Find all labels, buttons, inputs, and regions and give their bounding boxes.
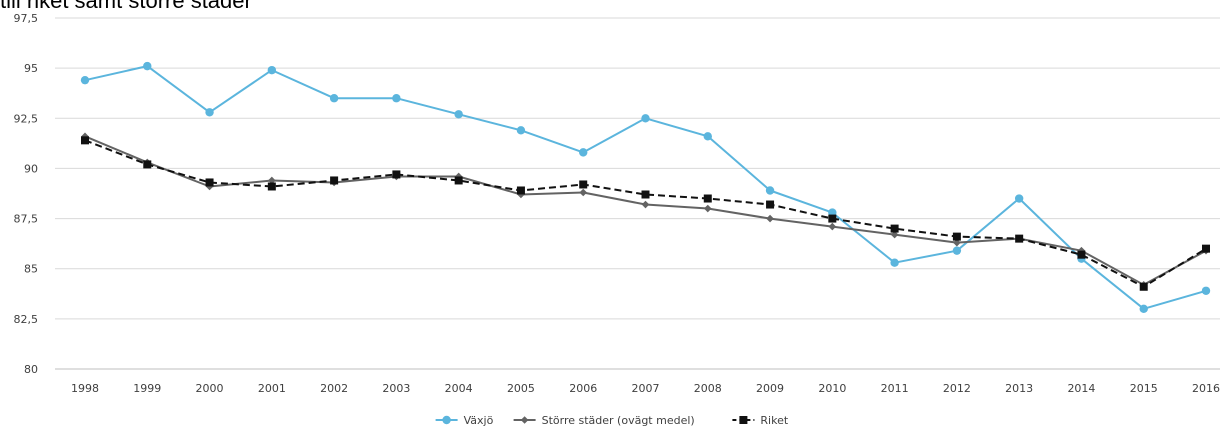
x-tick-label: 2010 xyxy=(818,382,846,395)
data-point xyxy=(703,194,712,203)
axes: 80 82,5 85 87,5 90 92,5 95 97,5 1998 1999 2000 2001… xyxy=(14,12,1220,395)
data-point xyxy=(1139,282,1148,291)
data-point xyxy=(890,230,899,239)
data-point xyxy=(442,415,451,425)
legend-item: Riket xyxy=(732,414,789,427)
y-tick-label: 85 xyxy=(24,263,38,276)
data-point xyxy=(454,172,463,181)
data-point xyxy=(1015,234,1024,243)
x-tick-label: 2015 xyxy=(1130,382,1158,395)
data-point xyxy=(952,232,961,241)
data-point xyxy=(641,114,650,123)
y-tick-label: 90 xyxy=(24,162,38,175)
y-tick-label: 80 xyxy=(24,363,38,376)
data-point xyxy=(267,65,277,75)
gridlines xyxy=(55,17,1220,320)
y-tick-label: 82,5 xyxy=(14,313,39,326)
data-point xyxy=(1201,286,1211,295)
data-point xyxy=(579,148,588,157)
data-point xyxy=(81,136,89,145)
legend-item: Växjö xyxy=(435,414,494,427)
legend-label: Växjö xyxy=(464,414,494,427)
data-point xyxy=(1014,194,1024,203)
series-markers xyxy=(80,61,1211,314)
data-point xyxy=(703,132,712,141)
data-point xyxy=(329,94,339,103)
data-point xyxy=(952,246,962,255)
data-point xyxy=(330,176,339,185)
data-point xyxy=(890,258,899,267)
data-point xyxy=(703,204,712,213)
chart-title: till riket samt större städer xyxy=(0,0,252,13)
legend-label: Större städer (ovägt medel) xyxy=(542,414,695,427)
data-point xyxy=(516,186,525,195)
x-tick-label: 2012 xyxy=(943,382,971,395)
data-point xyxy=(953,238,961,247)
data-point xyxy=(1077,250,1086,259)
data-point xyxy=(454,176,463,185)
data-point xyxy=(205,108,214,117)
data-point xyxy=(641,200,650,209)
data-point xyxy=(392,170,401,179)
legend-item: Större städer (ovägt medel) xyxy=(513,414,695,427)
data-point xyxy=(205,178,214,187)
x-tick-label: 2006 xyxy=(569,382,597,395)
data-point xyxy=(143,160,152,169)
series-line xyxy=(84,65,1207,310)
data-point xyxy=(1139,304,1148,314)
x-tick-label: 2009 xyxy=(756,382,784,395)
data-point xyxy=(392,94,401,103)
y-tick-label: 92,5 xyxy=(14,112,39,125)
data-point xyxy=(80,75,90,85)
data-point xyxy=(517,190,525,199)
data-point xyxy=(766,200,775,209)
data-point xyxy=(579,188,588,197)
x-tick-label: 2011 xyxy=(881,382,909,395)
data-point xyxy=(143,61,152,71)
x-tick-label: 2003 xyxy=(382,382,410,395)
series-line xyxy=(84,135,1207,286)
x-tick-label: 2016 xyxy=(1192,382,1220,395)
x-tick-label: 2013 xyxy=(1005,382,1033,395)
x-tick-label: 2001 xyxy=(258,382,286,395)
y-tick-label: 95 xyxy=(24,62,38,75)
data-point xyxy=(579,180,588,189)
x-tick-label: 1998 xyxy=(71,382,99,395)
y-tick-label: 87,5 xyxy=(14,213,39,226)
data-point xyxy=(766,214,774,223)
x-tick-label: 2014 xyxy=(1067,382,1095,395)
data-point xyxy=(1202,244,1210,253)
x-tick-label: 2004 xyxy=(445,382,473,395)
x-tick-label: 2007 xyxy=(632,382,660,395)
data-point xyxy=(520,416,529,424)
legend-label: Riket xyxy=(760,414,788,427)
series-lines xyxy=(84,65,1207,310)
data-point xyxy=(828,222,837,231)
data-point xyxy=(454,110,463,119)
data-point xyxy=(739,416,748,424)
data-point xyxy=(267,182,276,191)
data-point xyxy=(890,224,899,233)
x-tick-label: 2008 xyxy=(694,382,722,395)
data-point xyxy=(268,176,276,185)
series-line xyxy=(84,139,1207,288)
data-point xyxy=(765,186,775,195)
data-point xyxy=(81,132,89,141)
y-tick-label: 97,5 xyxy=(14,12,39,25)
data-point xyxy=(828,214,837,223)
x-tick-label: 2000 xyxy=(196,382,224,395)
data-point xyxy=(205,182,214,191)
legend: Växjö Större städer (ovägt medel) Riket xyxy=(435,414,789,427)
data-point xyxy=(516,126,526,135)
x-tick-label: 2002 xyxy=(320,382,348,395)
x-tick-label: 1999 xyxy=(133,382,161,395)
x-tick-label: 2005 xyxy=(507,382,535,395)
data-point xyxy=(641,190,650,199)
